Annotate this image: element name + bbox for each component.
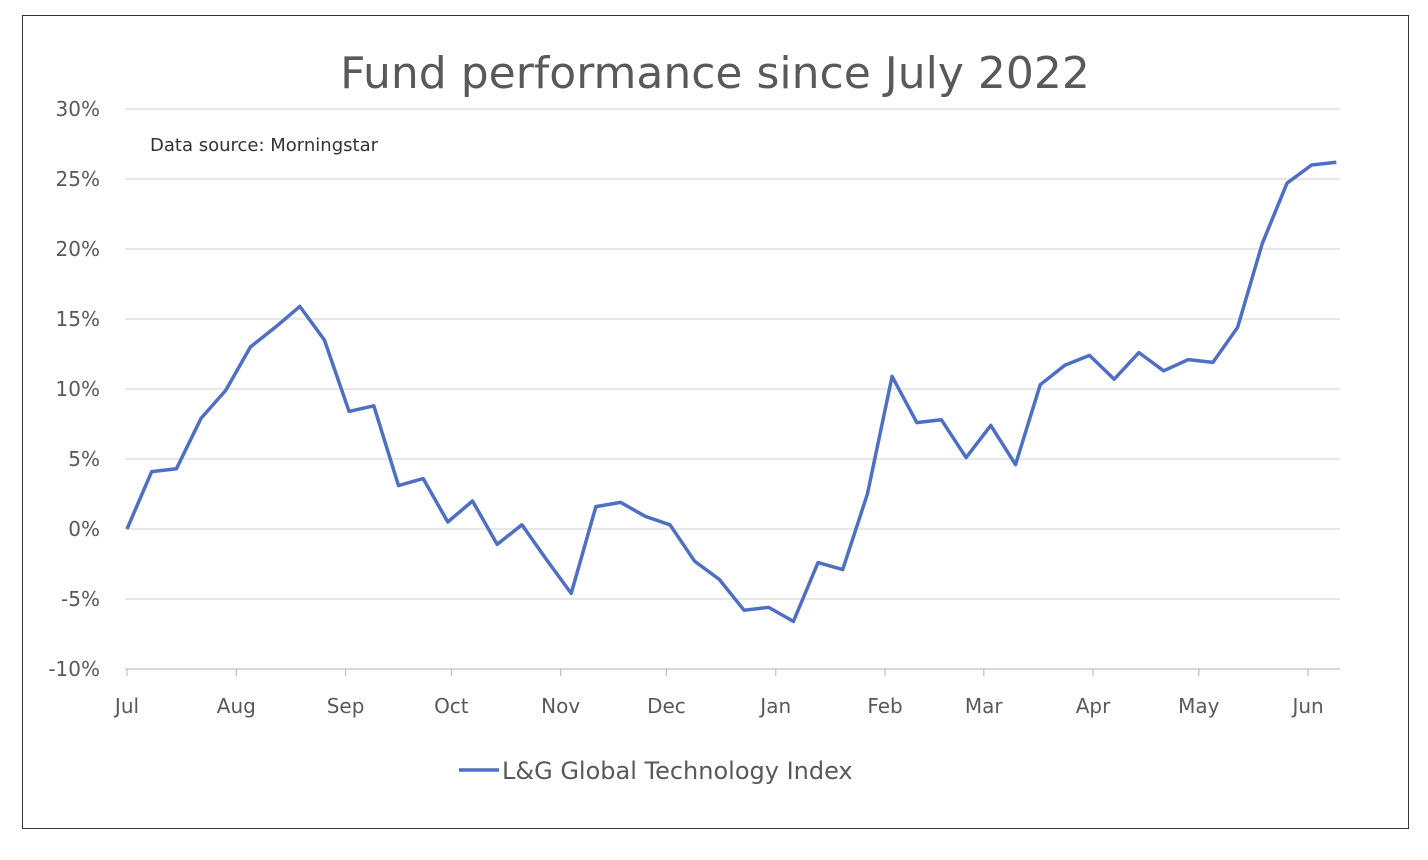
x-tick-label: Sep (327, 694, 365, 718)
y-tick-label: -10% (48, 657, 100, 681)
x-tick-label: Dec (647, 694, 686, 718)
legend: L&G Global Technology Index (459, 757, 853, 785)
legend-label: L&G Global Technology Index (502, 757, 853, 785)
x-tick-label: May (1178, 694, 1220, 718)
x-tick-label: Feb (867, 694, 902, 718)
x-tick-label: Mar (965, 694, 1004, 718)
x-tick-label: Apr (1076, 694, 1111, 718)
chart-frame (22, 15, 1409, 829)
y-tick-label: 0% (68, 517, 100, 541)
x-tick-label: Aug (217, 694, 256, 718)
x-tick-label: Jul (113, 694, 139, 718)
y-tick-label: 10% (56, 377, 100, 401)
y-tick-label: 5% (68, 447, 100, 471)
x-tick-label: Jun (1290, 694, 1323, 718)
series-line (125, 160, 1337, 624)
y-tick-label: 15% (56, 307, 100, 331)
y-tick-label: -5% (61, 587, 100, 611)
x-tick-label: Oct (434, 694, 469, 718)
data-source-note: Data source: Morningstar (150, 135, 379, 156)
data-points (126, 162, 1337, 622)
y-tick-label: 30% (56, 97, 100, 121)
x-tick-label: Jan (758, 694, 791, 718)
y-tick-label: 20% (56, 237, 100, 261)
y-tick-label: 25% (56, 167, 100, 191)
x-tick-label: Nov (541, 694, 580, 718)
chart-title: Fund performance since July 2022 (340, 48, 1090, 99)
